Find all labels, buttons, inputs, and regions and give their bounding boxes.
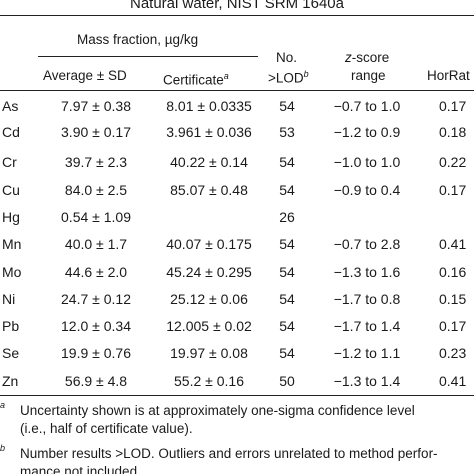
cell-zscore-range: −1.3 to 1.4 [333, 373, 401, 389]
header-no-note: b [303, 69, 309, 79]
cell-element: Mo [2, 264, 22, 280]
cell-certificate: 55.2 ± 0.16 [174, 373, 244, 389]
cell-average: 44.6 ± 2.0 [64, 264, 128, 280]
cell-count: 54 [279, 345, 295, 361]
header-certificate-note: a [223, 71, 229, 81]
cell-horrat: 0.41 [439, 373, 467, 389]
cell-horrat: 0.16 [439, 264, 467, 280]
cell-certificate: 8.01 ± 0.0335 [166, 98, 252, 114]
cell-horrat: 0.18 [439, 124, 467, 140]
header-certificate: Certificatea [163, 68, 229, 89]
header-zscore-rest: -score [351, 50, 390, 65]
cell-element: As [2, 98, 19, 114]
header-mass-fraction: Mass fraction, µg/kg [77, 32, 199, 47]
cell-count: 54 [279, 291, 295, 307]
cell-average: 39.7 ± 2.3 [64, 154, 128, 170]
cell-element: Mn [2, 236, 22, 252]
cell-count: 54 [279, 318, 295, 334]
cell-horrat: 0.15 [439, 291, 467, 307]
cell-average: 3.90 ± 0.17 [61, 124, 131, 140]
footnote-b-line2: mance not included. [20, 464, 141, 474]
cell-zscore-range: −0.7 to 2.8 [333, 236, 401, 252]
cell-zscore-range: −1.2 to 0.9 [333, 124, 401, 140]
header-certificate-label: Certificate [163, 72, 224, 88]
cell-element: Hg [2, 209, 20, 225]
cell-average: 0.54 ± 1.09 [61, 209, 131, 225]
cell-zscore-range: −1.0 to 1.0 [333, 154, 401, 170]
cell-average: 19.9 ± 0.76 [61, 345, 131, 361]
cell-certificate: 40.22 ± 0.14 [170, 154, 248, 170]
footnote-a: a Uncertainty shown is at approximately … [0, 400, 474, 443]
cell-average: 56.9 ± 4.8 [64, 373, 128, 389]
cell-zscore-range: −1.2 to 1.1 [333, 345, 401, 361]
cell-element: Zn [2, 373, 19, 389]
cell-certificate: 85.07 ± 0.48 [170, 182, 248, 198]
table-caption: Natural water, NIST SRM 1640a [130, 0, 344, 12]
cell-count: 54 [279, 98, 295, 114]
cell-horrat: 0.17 [439, 98, 467, 114]
top-rule [0, 15, 474, 16]
cell-zscore-range: −0.7 to 1.0 [333, 98, 401, 114]
cell-element: Se [2, 345, 20, 361]
cell-average: 7.97 ± 0.38 [61, 98, 131, 114]
cell-count: 53 [279, 124, 295, 140]
cell-zscore-range: −0.9 to 0.4 [333, 182, 401, 198]
cell-count: 54 [279, 236, 295, 252]
header-no-line1: No. [276, 50, 298, 65]
cell-element: Cd [2, 124, 20, 140]
cell-zscore-range: −1.3 to 1.6 [333, 264, 401, 280]
cell-element: Cu [2, 182, 20, 198]
cell-element: Pb [2, 318, 20, 334]
cell-horrat: 0.17 [439, 182, 467, 198]
header-horrat: HorRat [427, 68, 470, 83]
header-rule [0, 90, 474, 91]
cell-average: 84.0 ± 2.5 [64, 182, 128, 198]
header-range: range [351, 68, 386, 83]
cell-average: 24.7 ± 0.12 [61, 291, 131, 307]
footnote-b: b Number results >LOD. Outliers and erro… [0, 443, 474, 474]
footnote-a-line1: Uncertainty shown is at approximately on… [20, 403, 415, 418]
cell-horrat: 0.41 [439, 236, 467, 252]
header-zscore-z: z [345, 50, 352, 65]
footnote-a-mark: a [0, 400, 6, 410]
cell-zscore-range: −1.7 to 0.8 [333, 291, 401, 307]
cell-certificate: 19.97 ± 0.08 [170, 345, 248, 361]
footnote-a-line2: (i.e., half of certificate value). [20, 421, 193, 436]
cell-horrat: 0.22 [439, 154, 467, 170]
cell-count: 26 [279, 209, 295, 225]
cell-count: 54 [279, 264, 295, 280]
cell-certificate: 40.07 ± 0.175 [166, 236, 252, 252]
bottom-rule [0, 395, 474, 396]
cell-zscore-range: −1.7 to 1.4 [333, 318, 401, 334]
footnote-b-mark: b [0, 443, 6, 453]
header-average: Average ± SD [43, 68, 127, 83]
cell-horrat: 0.23 [439, 345, 467, 361]
header-zscore: z-score [345, 50, 389, 66]
header-no-label: >LOD [268, 70, 304, 86]
header-no-line2: >LODb [268, 66, 309, 87]
mass-fraction-rule [38, 56, 258, 57]
cell-horrat: 0.17 [439, 318, 467, 334]
cell-certificate: 12.005 ± 0.02 [166, 318, 252, 334]
cell-average: 40.0 ± 1.7 [64, 236, 128, 252]
footnote-b-line1: Number results >LOD. Outliers and errors… [20, 446, 438, 461]
cell-element: Cr [2, 154, 17, 170]
cell-certificate: 45.24 ± 0.295 [166, 264, 252, 280]
cell-element: Ni [2, 291, 16, 307]
cell-count: 54 [279, 154, 295, 170]
cell-count: 50 [279, 373, 295, 389]
cell-certificate: 25.12 ± 0.06 [170, 291, 248, 307]
cell-count: 54 [279, 182, 295, 198]
cell-certificate: 3.961 ± 0.036 [166, 124, 252, 140]
cell-average: 12.0 ± 0.34 [61, 318, 131, 334]
